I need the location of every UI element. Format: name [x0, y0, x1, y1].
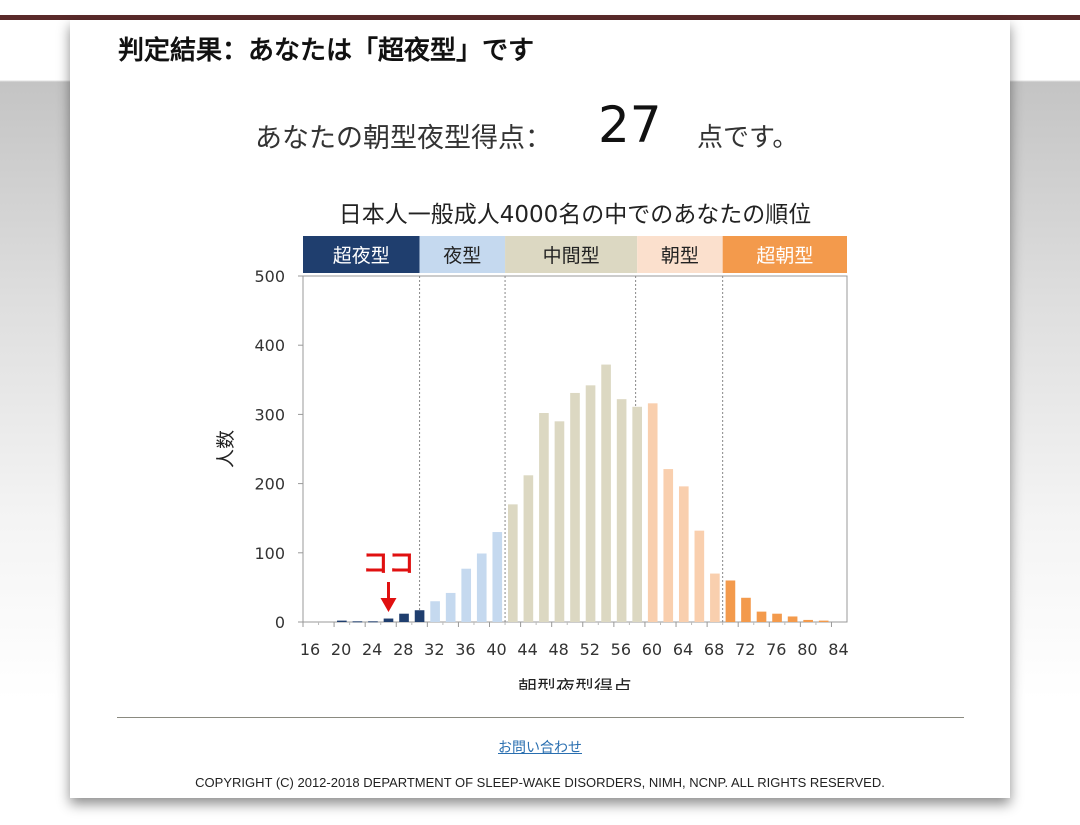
x-tick-label-16: 16: [300, 640, 320, 659]
bar-70: [725, 580, 736, 622]
band-label-1: 夜型: [443, 245, 481, 267]
bar-40: [492, 532, 503, 622]
band-4: [722, 236, 847, 273]
y-tick-label-400: 400: [254, 336, 285, 355]
bar-60: [647, 403, 658, 622]
x-tick-label-40: 40: [486, 640, 506, 659]
bar-54: [601, 364, 611, 622]
bar-62: [663, 469, 674, 622]
chart-title: 日本人一般成人4000名の中でのあなたの順位: [339, 202, 812, 228]
band-0: [303, 236, 420, 273]
score-value: 27: [598, 96, 662, 154]
band-1: [419, 236, 506, 273]
bar-26: [383, 618, 394, 622]
x-tick-label-56: 56: [611, 640, 631, 659]
score-row: あなたの朝型夜型得点： 27 点です。: [70, 96, 1010, 162]
band-label-2: 中間型: [543, 245, 600, 267]
bar-36: [461, 568, 472, 622]
x-tick-label-36: 36: [455, 640, 475, 659]
bar-50: [570, 392, 580, 622]
bar-64: [678, 486, 689, 622]
y-tick-label-300: 300: [254, 405, 285, 424]
x-tick-label-60: 60: [642, 640, 662, 659]
bar-30: [414, 610, 425, 622]
score-suffix: 点です。: [697, 123, 799, 153]
bar-38: [476, 553, 487, 622]
x-tick-label-44: 44: [517, 640, 537, 659]
contact-link[interactable]: お問い合わせ: [498, 740, 582, 756]
y-tick-label-100: 100: [254, 544, 285, 563]
bar-80: [803, 619, 813, 622]
y-tick-label-0: 0: [275, 613, 285, 632]
annotation-label: ココ: [362, 549, 414, 579]
band-label-3: 朝型: [661, 245, 699, 267]
x-tick-label-32: 32: [424, 640, 444, 659]
band-label-0: 超夜型: [333, 245, 390, 267]
x-tick-label-64: 64: [673, 640, 693, 659]
bar-78: [787, 616, 798, 622]
bar-22: [352, 621, 363, 623]
result-title: 判定結果：あなたは「超夜型」です: [118, 36, 535, 66]
footer-divider: [117, 717, 964, 718]
bar-34: [445, 592, 456, 622]
x-tick-label-20: 20: [331, 640, 351, 659]
bar-66: [694, 530, 705, 622]
bar-28: [399, 613, 409, 622]
x-tick-label-68: 68: [704, 640, 724, 659]
bar-24: [368, 621, 378, 623]
bar-74: [756, 611, 767, 622]
header-accent-line: [0, 15, 1080, 20]
bar-46: [539, 413, 549, 622]
bar-76: [772, 613, 782, 622]
x-tick-label-24: 24: [362, 640, 382, 659]
copyright-text: COPYRIGHT (C) 2012-2018 DEPARTMENT OF SL…: [195, 775, 885, 790]
band-3: [637, 236, 723, 273]
bar-68: [710, 573, 720, 622]
y-axis-label: 人数: [215, 430, 237, 468]
bar-20: [337, 620, 347, 622]
y-tick-label-200: 200: [254, 475, 285, 494]
band-label-4: 超朝型: [756, 245, 813, 267]
y-tick-label-500: 500: [254, 267, 285, 286]
x-tick-label-84: 84: [828, 640, 848, 659]
result-card: 判定結果：あなたは「超夜型」です あなたの朝型夜型得点： 27 点です。 日本人…: [70, 20, 1010, 798]
bar-82: [818, 620, 829, 622]
chart-container: 日本人一般成人4000名の中でのあなたの順位超夜型 夜型 中間型 朝型 超朝型 0 100 2…: [70, 170, 1010, 690]
x-tick-label-76: 76: [766, 640, 786, 659]
bar-42: [508, 504, 518, 622]
bar-52: [585, 385, 596, 622]
annotation-arrow-head: [380, 598, 397, 612]
x-tick-label-48: 48: [549, 640, 569, 659]
x-tick-label-28: 28: [393, 640, 413, 659]
bar-72: [741, 597, 751, 622]
bar-56: [616, 399, 627, 622]
bar-58: [632, 406, 642, 622]
score-label: あなたの朝型夜型得点：: [255, 123, 552, 154]
band-2: [505, 236, 638, 273]
x-tick-label-52: 52: [580, 640, 600, 659]
bar-32: [430, 601, 440, 622]
bar-44: [523, 475, 534, 622]
x-axis-label: 朝型夜型得点: [518, 677, 632, 690]
x-tick-label-72: 72: [735, 640, 755, 659]
bar-48: [554, 421, 565, 622]
x-tick-label-80: 80: [797, 640, 817, 659]
